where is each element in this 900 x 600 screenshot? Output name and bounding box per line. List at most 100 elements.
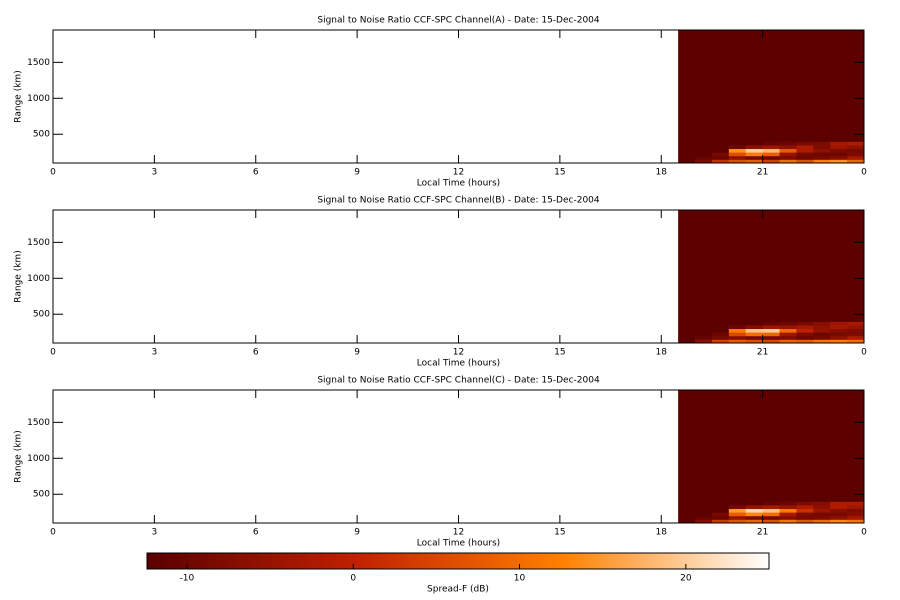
heatmap-cell — [695, 508, 713, 513]
heatmap-cell — [779, 145, 797, 150]
heatmap-cell — [678, 332, 696, 337]
heatmap-cell — [762, 328, 780, 333]
heatmap-cell — [728, 512, 747, 517]
x-tick-label: 0 — [861, 528, 867, 538]
heatmap-cell — [728, 145, 747, 150]
heatmap-cell — [678, 325, 696, 330]
heatmap-cell — [779, 390, 797, 502]
heatmap-cell — [847, 148, 865, 153]
heatmap-cell — [695, 332, 713, 337]
heatmap-cell — [796, 512, 814, 517]
heatmap-cell — [779, 155, 797, 160]
heatmap-cell — [847, 519, 865, 524]
heatmap-cell — [745, 512, 764, 517]
heatmap-cell — [813, 508, 831, 513]
heatmap-cell — [695, 505, 713, 510]
heatmap-cell — [779, 30, 797, 142]
heatmap-cell — [847, 328, 865, 333]
heatmap-cell — [695, 159, 713, 164]
heatmap-cell — [847, 508, 865, 513]
heatmap-cell — [745, 321, 764, 326]
heatmap-cell — [695, 512, 713, 517]
x-axis-label: Local Time (hours) — [417, 359, 500, 369]
heatmap-cell — [762, 145, 780, 150]
heatmap-cell — [695, 155, 713, 160]
heatmap-cell — [711, 328, 730, 333]
x-axis-label: Local Time (hours) — [417, 179, 500, 189]
heatmap-cell — [779, 152, 797, 157]
heatmap-cell — [813, 332, 831, 337]
heatmap-cell — [813, 335, 831, 340]
heatmap-cell — [796, 159, 814, 164]
heatmap-cell — [711, 210, 730, 322]
heatmap-cell — [728, 148, 747, 153]
heatmap-cell — [779, 325, 797, 330]
heatmap-cell — [813, 512, 831, 517]
x-tick-label: 3 — [152, 528, 158, 538]
heatmap-cell — [830, 519, 848, 524]
heatmap-cell — [830, 328, 848, 333]
heatmap-cell — [830, 159, 848, 164]
heatmap-cell — [813, 321, 831, 326]
heatmap-cell — [830, 332, 848, 337]
heatmap-cell — [813, 501, 831, 506]
heatmap-cell — [695, 152, 713, 157]
heatmap-cell — [728, 519, 747, 524]
heatmap-cell — [678, 141, 696, 146]
heatmap-cell — [745, 141, 764, 146]
heatmap-cell — [847, 325, 865, 330]
heatmap-cell — [796, 152, 814, 157]
heatmap-cell — [847, 339, 865, 344]
heatmap-cell — [847, 501, 865, 506]
x-tick-label: 21 — [757, 168, 768, 178]
y-tick-label: 1500 — [27, 58, 50, 68]
heatmap-cell — [779, 335, 797, 340]
heatmap-cell — [779, 332, 797, 337]
heatmap-cell — [695, 328, 713, 333]
heatmap-cell — [847, 515, 865, 520]
heatmap-cell — [796, 501, 814, 506]
x-tick-label: 18 — [656, 348, 668, 358]
heatmap-cell — [745, 145, 764, 150]
heatmap-cell — [678, 501, 696, 506]
heatmap-cell — [762, 210, 780, 322]
colorbar-tick-label: 10 — [514, 574, 526, 584]
x-tick-label: 6 — [253, 348, 259, 358]
heatmap-cell — [678, 152, 696, 157]
y-tick-label: 1000 — [27, 94, 50, 104]
heatmap-cell — [728, 335, 747, 340]
heatmap-cell — [678, 321, 696, 326]
heatmap-cell — [745, 339, 764, 344]
x-tick-label: 3 — [152, 348, 158, 358]
heatmap-cell — [762, 519, 780, 524]
heatmap-cell — [695, 141, 713, 146]
heatmap-cell — [745, 501, 764, 506]
heatmap-cell — [711, 390, 730, 502]
heatmap-cell — [762, 335, 780, 340]
heatmap-cell — [847, 321, 865, 326]
x-tick-label: 12 — [453, 348, 464, 358]
heatmap-cell — [813, 505, 831, 510]
x-tick-label: 18 — [656, 528, 668, 538]
heatmap-cell — [847, 505, 865, 510]
heatmap-cell — [728, 390, 747, 502]
heatmap-cell — [678, 515, 696, 520]
heatmap-cell — [796, 515, 814, 520]
heatmap-cell — [762, 390, 780, 502]
x-tick-label: 6 — [253, 528, 259, 538]
heatmap-cell — [762, 505, 780, 510]
heatmap-cell — [678, 155, 696, 160]
heatmap-cell — [745, 335, 764, 340]
heatmap-cell — [745, 152, 764, 157]
x-tick-label: 0 — [50, 168, 56, 178]
y-tick-label: 500 — [33, 310, 50, 320]
heatmap-cell — [711, 332, 730, 337]
heatmap-cell — [779, 328, 797, 333]
heatmap-cell — [678, 148, 696, 153]
heatmap-cell — [847, 512, 865, 517]
heatmap-cell — [830, 515, 848, 520]
heatmap-cell — [847, 145, 865, 150]
heatmap-cell — [779, 519, 797, 524]
heatmap-cell — [745, 519, 764, 524]
heatmap-cell — [813, 152, 831, 157]
